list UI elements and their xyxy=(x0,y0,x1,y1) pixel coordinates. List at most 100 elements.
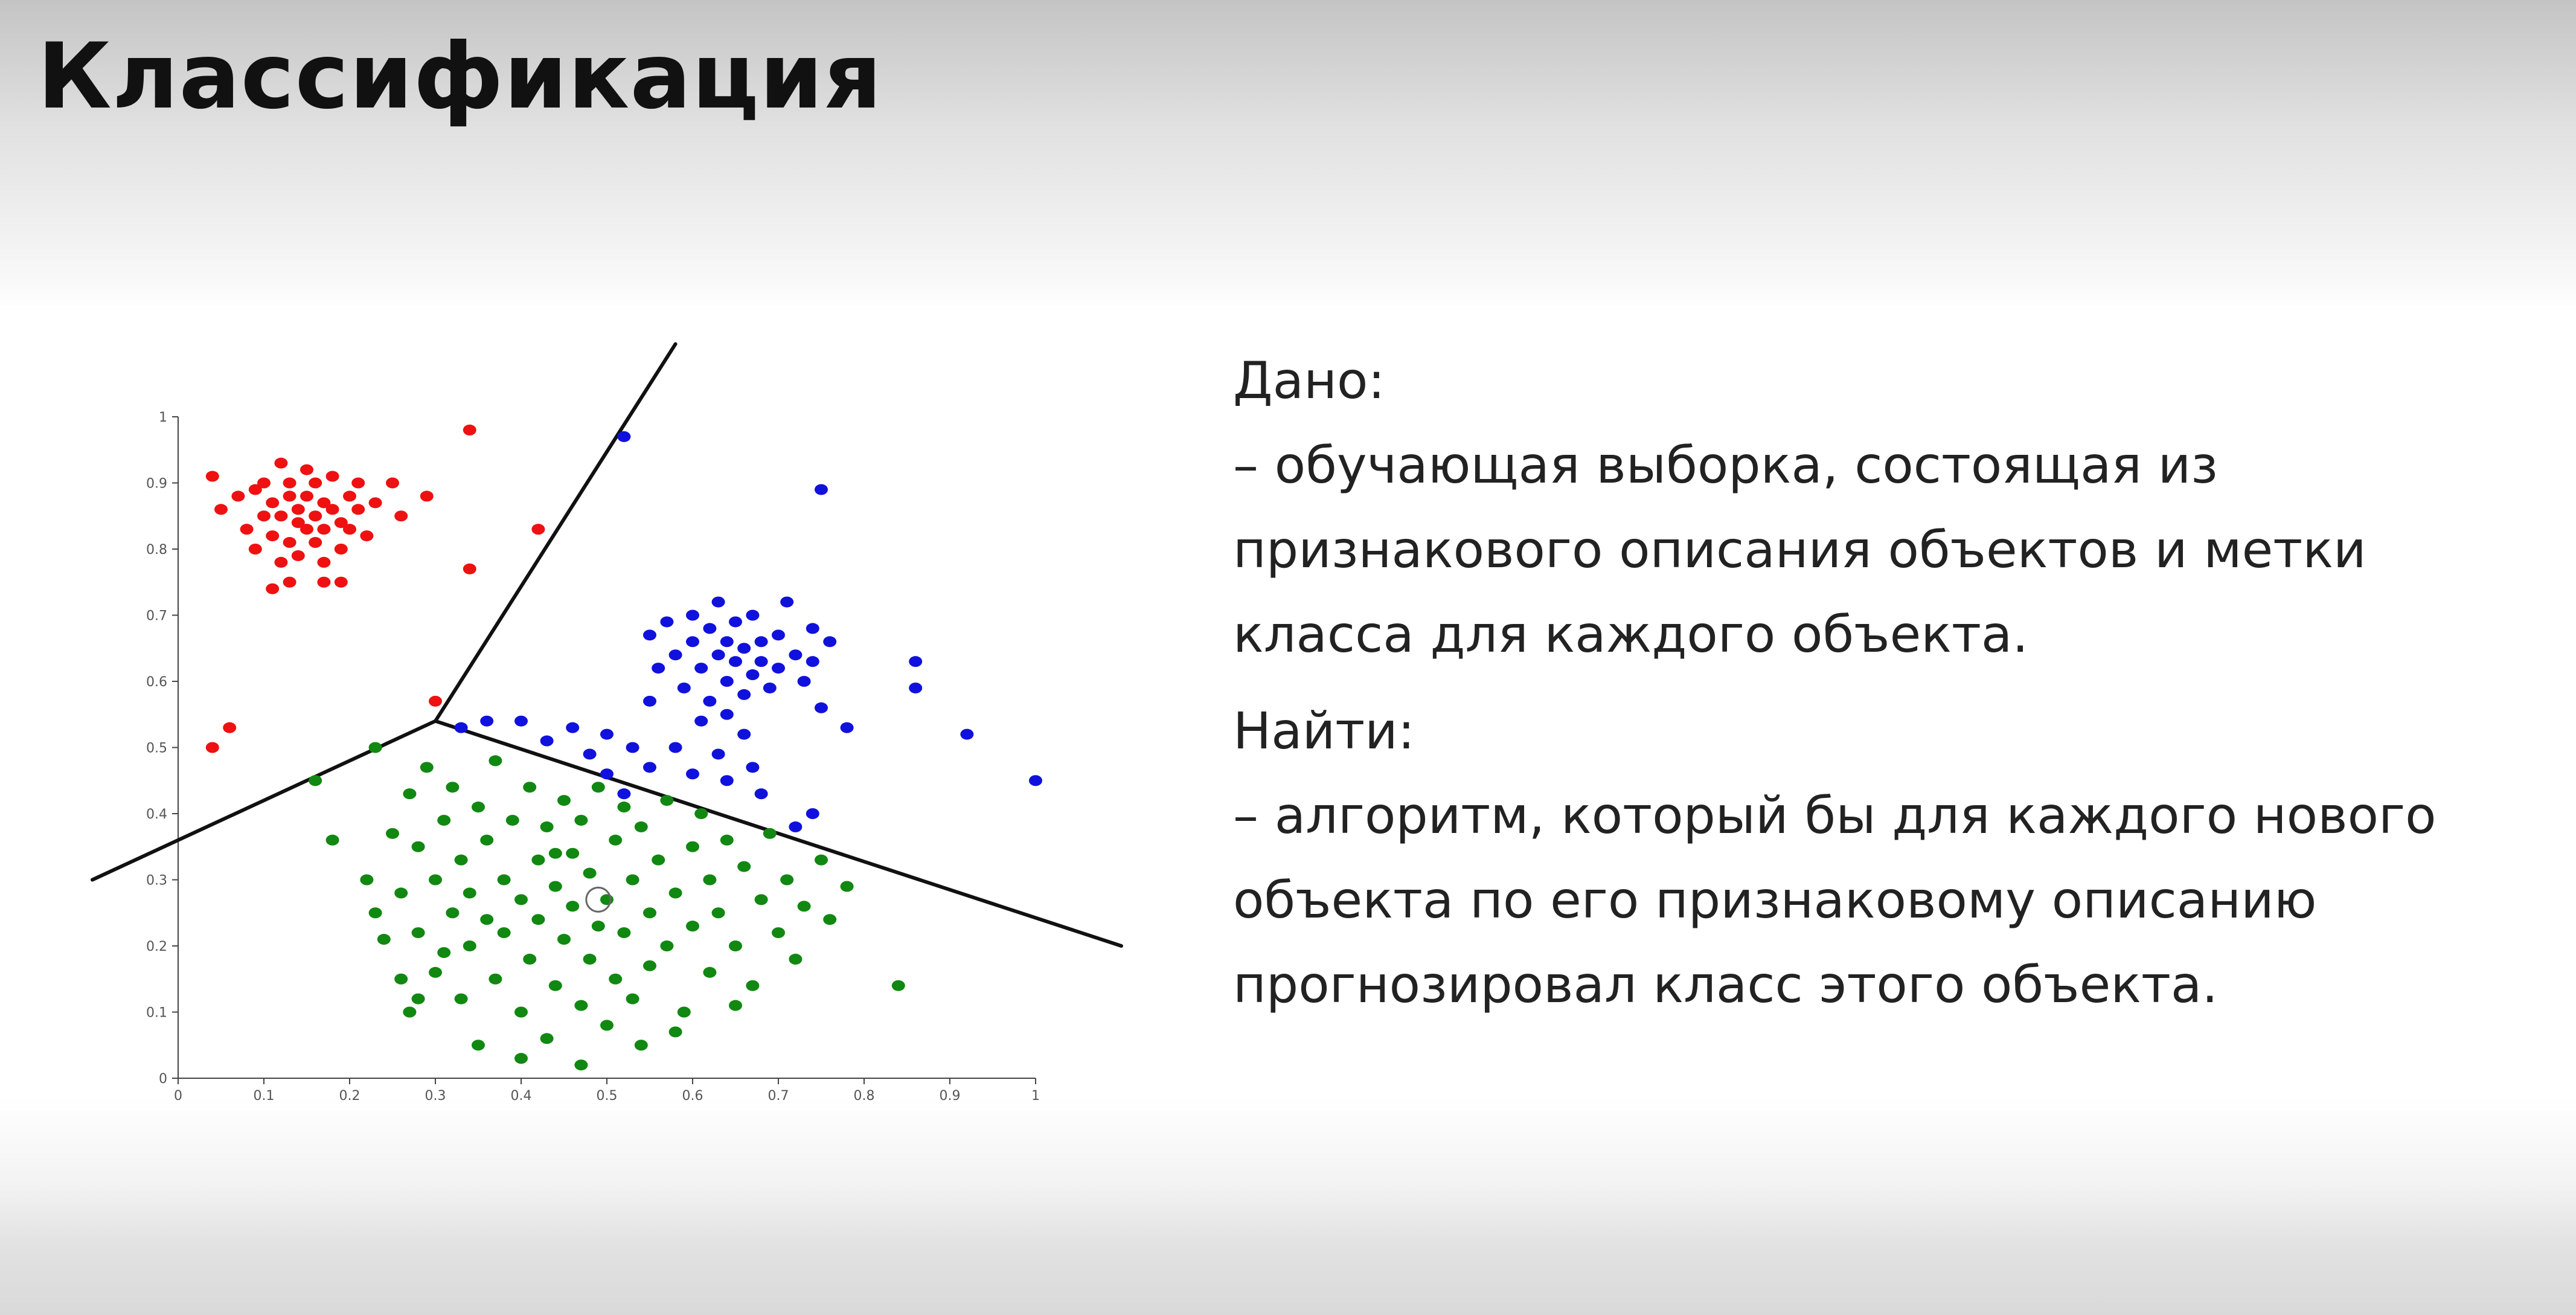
find-line-1: – алгоритм, который бы для каждого новог… xyxy=(1233,786,2437,845)
y-tick-label: 0.6 xyxy=(146,675,167,690)
green-class-point xyxy=(746,980,760,991)
green-class-point xyxy=(368,907,382,919)
green-class-point xyxy=(437,814,451,826)
blue-class-point xyxy=(703,623,717,634)
green-class-point xyxy=(377,934,391,945)
green-class-point xyxy=(643,960,656,971)
given-line-2: признакового описания объектов и метки xyxy=(1233,520,2366,579)
green-class-point xyxy=(403,1006,417,1018)
green-class-point xyxy=(420,762,434,773)
blue-class-point xyxy=(797,676,811,687)
blue-class-point xyxy=(789,649,803,661)
green-class-point xyxy=(325,834,339,846)
red-class-point xyxy=(274,510,288,522)
green-class-point xyxy=(411,841,425,852)
green-class-point xyxy=(497,927,511,939)
green-class-point xyxy=(548,980,562,991)
blue-class-point xyxy=(617,431,631,442)
data-points xyxy=(205,424,1042,1071)
red-class-point xyxy=(317,497,331,509)
red-class-point xyxy=(205,471,219,482)
blue-class-point xyxy=(583,748,597,760)
x-tick-label: 0.8 xyxy=(854,1088,875,1104)
red-class-point xyxy=(291,550,305,561)
blue-class-point xyxy=(720,676,734,687)
green-class-point xyxy=(463,887,476,899)
given-line-1: – обучающая выборка, состоящая из xyxy=(1233,436,2218,495)
red-class-point xyxy=(205,742,219,753)
find-heading: Найти: xyxy=(1233,701,1415,760)
blue-class-point xyxy=(686,609,699,621)
blue-class-point xyxy=(711,596,725,608)
blue-class-point xyxy=(643,762,656,773)
red-class-point xyxy=(300,524,313,535)
green-class-point xyxy=(566,847,580,859)
blue-class-point xyxy=(789,821,803,832)
red-class-point xyxy=(257,510,271,522)
blue-class-point xyxy=(772,629,785,641)
green-class-point xyxy=(668,887,682,899)
blue-class-point xyxy=(960,728,974,740)
green-class-point xyxy=(463,940,476,951)
red-class-point xyxy=(463,424,476,436)
red-class-point xyxy=(248,544,262,555)
green-class-point xyxy=(703,966,717,978)
decision-boundaries xyxy=(91,342,1123,948)
find-line-2: объекта по его признаковому описанию xyxy=(1233,870,2317,930)
green-class-point xyxy=(505,814,519,826)
green-class-point xyxy=(429,874,442,886)
green-class-point xyxy=(548,847,562,859)
blue-class-point xyxy=(815,702,828,713)
blue-class-point xyxy=(806,656,819,667)
y-tick-label: 0.8 xyxy=(146,542,167,558)
green-class-point xyxy=(574,814,588,826)
red-class-point xyxy=(266,583,280,594)
green-class-point xyxy=(540,821,554,832)
green-class-point xyxy=(711,907,725,919)
y-tick-label: 0.4 xyxy=(146,807,167,822)
green-class-point xyxy=(497,874,511,886)
blue-class-point xyxy=(686,768,699,780)
green-class-point xyxy=(686,921,699,932)
green-class-point xyxy=(789,953,803,965)
red-class-point xyxy=(266,497,280,509)
x-tick-label: 0.4 xyxy=(511,1088,532,1104)
green-class-point xyxy=(446,907,460,919)
red-class-point xyxy=(531,524,545,535)
green-class-point xyxy=(703,874,717,886)
blue-class-point xyxy=(643,629,656,641)
red-class-point xyxy=(300,490,313,502)
red-class-point xyxy=(274,457,288,469)
blue-class-point xyxy=(772,663,785,674)
boundary-line xyxy=(434,342,678,723)
green-class-point xyxy=(514,1006,528,1018)
green-class-point xyxy=(780,874,794,886)
blue-class-point xyxy=(815,484,828,495)
green-class-point xyxy=(548,881,562,892)
green-class-point xyxy=(566,901,580,912)
green-class-point xyxy=(686,841,699,852)
scatter-plot-svg: 0 0.1 0.2 0.3 0.4 0.5 0.6 0.7 0.8 0.9 1 0 0.1 0.2 0.3 0… xyxy=(91,342,1123,1104)
blue-class-point xyxy=(823,636,837,648)
green-class-point xyxy=(403,788,417,800)
green-class-point xyxy=(600,894,614,905)
green-class-point xyxy=(454,854,468,866)
red-class-point xyxy=(351,504,365,515)
green-class-point xyxy=(574,1000,588,1011)
green-class-point xyxy=(309,775,322,786)
green-class-point xyxy=(489,755,502,767)
blue-class-point xyxy=(737,643,751,654)
green-class-point xyxy=(591,921,605,932)
red-class-point xyxy=(300,464,313,475)
green-class-point xyxy=(540,1033,554,1044)
x-tick-label: 0.1 xyxy=(254,1088,275,1104)
red-class-point xyxy=(334,517,348,529)
red-class-point xyxy=(274,556,288,568)
blue-class-point xyxy=(600,768,614,780)
x-tick-label: 0.3 xyxy=(425,1088,446,1104)
blue-class-point xyxy=(686,636,699,648)
red-class-point xyxy=(343,490,356,502)
green-class-point xyxy=(609,973,623,985)
scatter-chart: 0 0.1 0.2 0.3 0.4 0.5 0.6 0.7 0.8 0.9 1 0 0.1 0.2 0.3 0… xyxy=(78,338,1153,1111)
blue-class-point xyxy=(677,682,691,693)
